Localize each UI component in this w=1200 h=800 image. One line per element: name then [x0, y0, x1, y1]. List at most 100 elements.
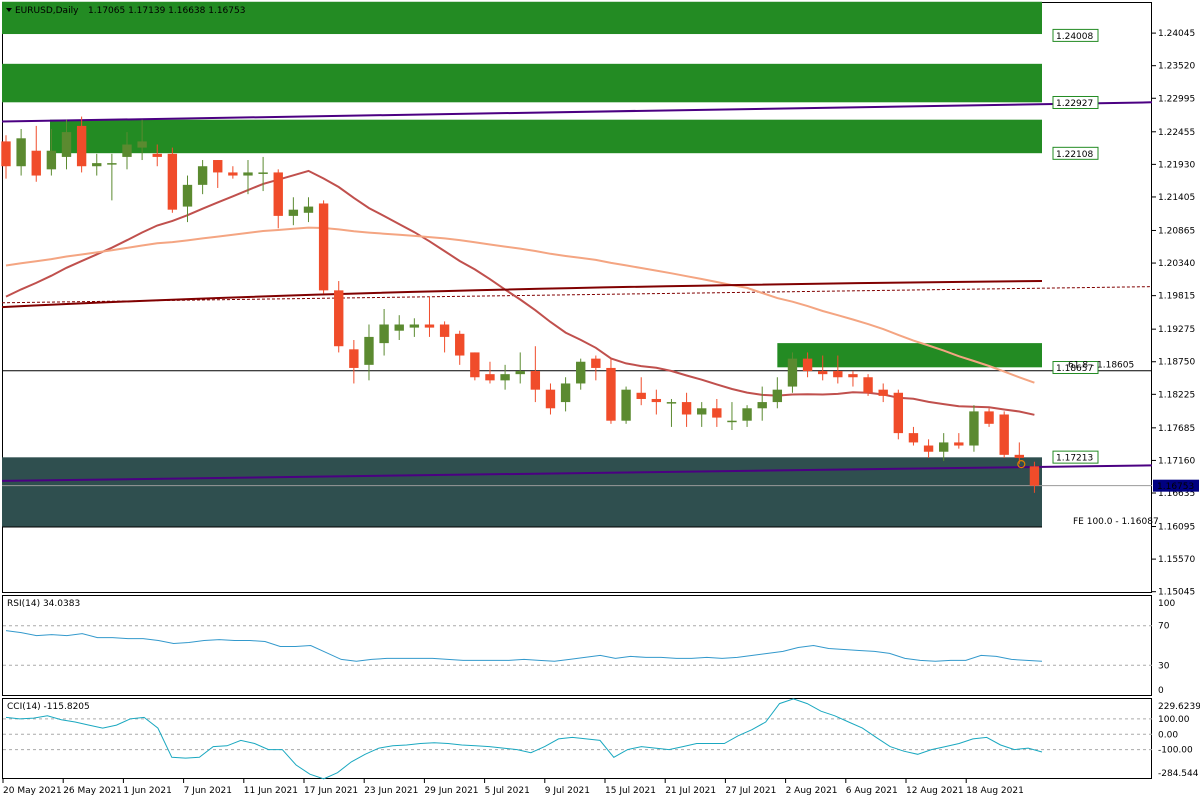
demand-zone: [2, 457, 1042, 527]
rsi-tick-label: 0: [1158, 686, 1164, 696]
candle-body: [152, 153, 162, 157]
time-tick-label: 2 Aug 2021: [786, 786, 838, 796]
candle-body: [303, 206, 314, 213]
upper-trendline: [1, 101, 1153, 123]
candle-body: [228, 172, 238, 176]
lower-trendline: [1, 464, 1153, 482]
moving-averages-layer: [1, 169, 1043, 416]
candle-body: [1014, 454, 1025, 458]
candle-body: [772, 389, 783, 403]
time-tick-label: 1 Jun 2021: [123, 786, 171, 796]
cci-title: CCI(14) -115.8205: [7, 702, 90, 712]
current-price-badge: [1153, 479, 1199, 492]
candle-body: [954, 442, 964, 446]
time-tick-label: 18 Aug 2021: [966, 786, 1024, 796]
price-tick-label: 1.18750: [1158, 358, 1195, 368]
price-tick-label: 1.17685: [1158, 424, 1195, 434]
time-tick-label: 5 Jul 2021: [485, 786, 530, 796]
price-tick-label: 1.21930: [1158, 160, 1195, 170]
candle-body: [273, 172, 283, 216]
price-tick-label: 1.16095: [1158, 523, 1195, 533]
time-tick-label: 15 Jul 2021: [605, 786, 656, 796]
level-label: 1.17213: [1056, 454, 1093, 464]
candle-body: [243, 172, 253, 176]
cci-tick-label: -100.00: [1158, 746, 1193, 756]
ma-mid-line: [5, 226, 1035, 384]
candle-body: [802, 358, 813, 372]
time-tick-label: 11 Jun 2021: [244, 786, 298, 796]
fibo-label: FE 100.0 - 1.16087: [1073, 517, 1159, 527]
time-tick-label: 27 Jul 2021: [725, 786, 776, 796]
horizontal-lines-layer: [1, 101, 1153, 528]
candle-body: [727, 420, 737, 423]
time-tick-label: 26 May 2021: [63, 786, 122, 796]
price-tick-label: 1.22455: [1158, 128, 1195, 138]
candle-body: [334, 290, 344, 347]
supply-zone-mid: [2, 63, 1042, 103]
candle-body: [439, 324, 450, 337]
price-tick-label: 1.18225: [1158, 390, 1195, 400]
cci-line: [5, 698, 1043, 780]
time-tick-label: 23 Jun 2021: [364, 786, 418, 796]
price-tick-label: 1.20340: [1158, 259, 1195, 269]
candle-body: [288, 209, 299, 216]
price-tick-label: 1.16635: [1158, 489, 1195, 499]
cci-tick-label: 229.6239: [1158, 702, 1200, 712]
candle-body: [848, 374, 858, 378]
level-label: 1.22927: [1056, 99, 1093, 109]
dashed-trendline: [1, 286, 1153, 304]
candle-body: [394, 324, 404, 331]
price-tick-label: 1.15570: [1158, 555, 1195, 565]
level-labels-layer: 1.24008 1.22927 1.22108 1.18657 1.17213 1.167…: [1017, 28, 1199, 527]
candle-body: [318, 203, 329, 291]
candle-body: [908, 433, 919, 443]
candle-body: [621, 389, 631, 421]
time-tick-label: 9 Jul 2021: [545, 786, 590, 796]
candle-body: [485, 374, 495, 381]
rsi-panel[interactable]: [2, 595, 1152, 696]
level-label-box: [1052, 146, 1099, 160]
price-axis: 1.24045 1.23520 1.22995 1.22455 1.21930 1.214…: [1152, 29, 1195, 598]
target-marker-icon: [1017, 460, 1026, 469]
candle-body: [606, 367, 616, 421]
time-axis: 20 May 2021 26 May 2021 1 Jun 2021 7 Jun 20…: [2, 779, 1024, 796]
candle-body: [31, 150, 41, 176]
time-tick-label: 21 Jul 2021: [665, 786, 716, 796]
rsi-tick-label: 100: [1158, 599, 1175, 609]
candle-body: [969, 411, 979, 446]
candle-body: [213, 160, 223, 173]
time-tick-label: 6 Aug 2021: [846, 786, 898, 796]
supply-zone-top: [2, 1, 1042, 35]
candle-body: [666, 402, 677, 404]
cci-tick-label: 0.00: [1158, 730, 1178, 740]
cci-panel[interactable]: [2, 698, 1152, 779]
price-tick-label: 1.19275: [1158, 325, 1195, 335]
candle-body: [515, 371, 525, 375]
rsi-line: [5, 630, 1043, 662]
time-tick-label: 29 Jun 2021: [424, 786, 478, 796]
candle-body: [182, 184, 193, 207]
candle-body: [76, 125, 87, 167]
candle-body: [197, 166, 208, 185]
cci-tick-label: -284.544: [1158, 769, 1199, 779]
candle-body: [1, 141, 11, 167]
rsi-tick-label: 70: [1158, 622, 1170, 632]
candle-body: [787, 358, 798, 387]
price-tick-label: 1.20865: [1158, 226, 1195, 236]
candle-body: [16, 138, 26, 167]
candle-body: [636, 392, 646, 399]
candle-body: [681, 402, 692, 415]
candle-body: [560, 383, 571, 403]
candle-body: [424, 324, 435, 328]
symbol-dropdown-icon[interactable]: [6, 8, 12, 12]
level-label-box: [1052, 95, 1099, 109]
candle-body: [818, 371, 828, 375]
candles-layer: [1, 116, 1040, 493]
candle-body: [122, 144, 132, 157]
supply-zone-low: [50, 119, 1042, 154]
candle-body: [258, 172, 268, 174]
symbol-title: EURUSD,Daily: [15, 6, 79, 16]
level-label-box: [1052, 361, 1099, 375]
level-label-box: [1052, 450, 1099, 464]
